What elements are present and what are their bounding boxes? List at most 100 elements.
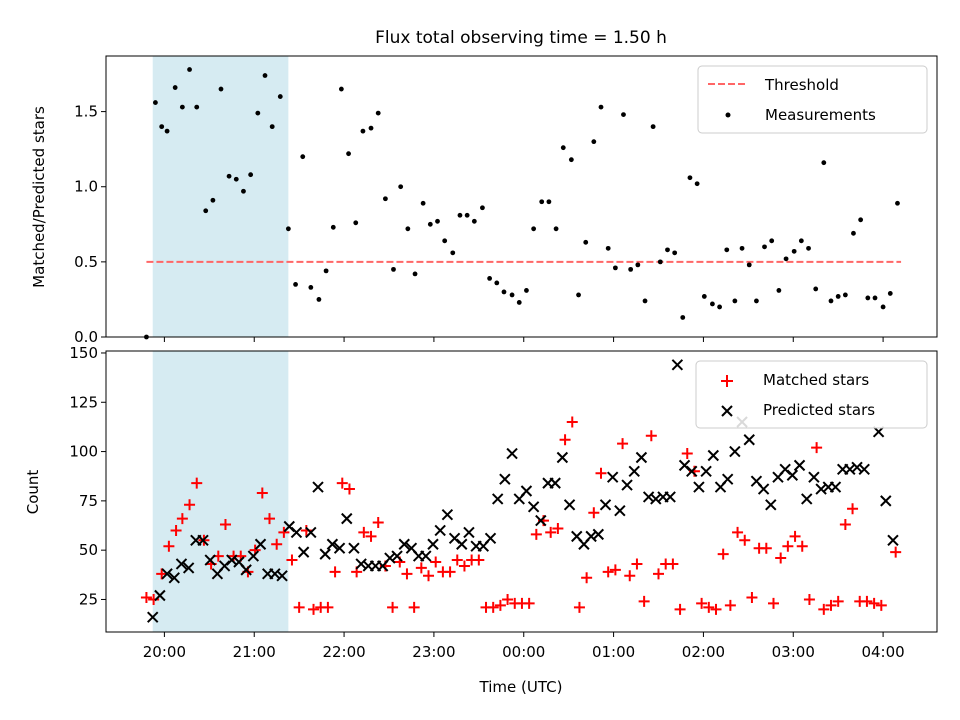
measurement-point [277, 94, 283, 99]
matched-star-point [423, 570, 435, 582]
top-y-tick-label: 0.5 [74, 253, 98, 271]
predicted-star-point [175, 558, 188, 570]
measurement-point [650, 124, 656, 130]
measurement-point [164, 128, 170, 134]
measurement-point [450, 250, 456, 256]
predicted-star-point [240, 564, 252, 576]
measurement-point [516, 300, 522, 305]
measurement-point [858, 217, 864, 223]
predicted-star-point [182, 562, 195, 574]
measurement-point [233, 176, 239, 182]
bottom-y-tick-label: 100 [69, 443, 98, 461]
predicted-star-point [642, 491, 655, 503]
predicted-star-point [563, 499, 576, 511]
predicted-star-point [391, 550, 403, 562]
bottom-legend-box [695, 360, 928, 429]
predicted-star-point [484, 532, 497, 545]
predicted-star-point [851, 461, 863, 474]
measurement-point [391, 266, 396, 272]
legend-matched-label: Matched stars [763, 371, 869, 389]
x-tick-label: 00:00 [502, 643, 545, 661]
matched-star-point [401, 568, 413, 580]
bottom-predicted-points [147, 359, 899, 623]
predicted-star-point [463, 526, 475, 539]
measurement-point [241, 188, 246, 194]
matched-star-point [581, 572, 593, 584]
measurement-point [605, 245, 611, 251]
bottom-y-tick-label: 75 [79, 492, 98, 510]
matched-star-point [552, 522, 564, 534]
matched-star-point [458, 560, 470, 572]
measurement-point [553, 226, 559, 232]
matched-star-point [430, 556, 442, 568]
measurement-point [591, 139, 597, 145]
top-y-tick-label: 0.0 [74, 328, 98, 346]
matched-star-point [278, 526, 290, 538]
matched-star-point [890, 546, 902, 558]
predicted-star-point [671, 359, 684, 371]
measurement-point [895, 200, 900, 206]
matched-star-point [818, 603, 830, 615]
predicted-star-point [420, 550, 432, 562]
measurement-point [435, 218, 440, 224]
predicted-star-point [441, 508, 454, 521]
predicted-star-point [398, 538, 410, 550]
predicted-star-point [721, 473, 734, 485]
x-tick-label: 22:00 [322, 643, 365, 661]
matched-star-point [415, 562, 427, 574]
measurement-point [248, 172, 254, 178]
matched-star-point [293, 601, 305, 613]
matched-star-point [329, 566, 341, 578]
matched-star-point [184, 499, 196, 511]
matched-star-point [710, 603, 722, 615]
matched-star-point [602, 566, 614, 578]
bottom-legend: Matched stars Predicted stars [695, 360, 928, 429]
bottom-shaded-interval [152, 351, 289, 632]
measurement-point [621, 112, 626, 118]
measurement-point [628, 266, 634, 272]
predicted-star-point [290, 526, 303, 539]
predicted-star-point [456, 538, 468, 550]
measurement-point [194, 104, 200, 110]
measurement-point [821, 160, 827, 166]
x-tick-label: 04:00 [861, 643, 904, 661]
predicted-star-point [707, 449, 720, 462]
predicted-star-point [197, 534, 209, 547]
measurement-point [717, 304, 722, 310]
predicted-star-point [312, 481, 324, 493]
predicted-star-point [765, 499, 777, 511]
top-y-axis: 0.0 0.5 1.0 1.5 [74, 103, 106, 346]
predicted-star-point [592, 528, 605, 541]
measurement-point [255, 110, 261, 116]
matched-star-point [775, 552, 787, 564]
matched-star-point [760, 542, 772, 554]
measurement-point [338, 86, 344, 92]
measurement-point [835, 294, 841, 299]
predicted-star-point [801, 493, 813, 505]
predicted-star-point [872, 426, 885, 438]
bottom-x-axis: 20:00 21:00 22:00 23:00 00:00 01:00 02:00 03:00… [143, 632, 905, 661]
measurement-point [598, 104, 604, 110]
measurement-point [346, 151, 351, 157]
predicted-star-point [844, 463, 856, 476]
matched-star-point [595, 467, 607, 479]
bottom-matched-points [140, 416, 902, 615]
measurement-point [218, 86, 224, 92]
matched-star-point [796, 540, 808, 552]
x-tick-label: 21:00 [233, 643, 276, 661]
matched-star-point [868, 597, 880, 609]
predicted-star-point [326, 538, 339, 550]
measurement-point [583, 239, 589, 245]
predicted-star-point [664, 491, 676, 503]
measurement-point [360, 128, 366, 134]
top-y-tick-label: 1.0 [74, 178, 98, 196]
measurement-point [576, 292, 581, 298]
legend-measurements-label: Measurements [765, 106, 876, 124]
x-tick-label: 01:00 [592, 643, 635, 661]
matched-star-point [170, 524, 182, 536]
predicted-star-point [815, 483, 827, 495]
top-axes-frame [105, 55, 938, 338]
bottom-y-tick-label: 50 [79, 541, 98, 559]
predicted-star-point [168, 572, 180, 584]
measurement-point [776, 288, 782, 293]
